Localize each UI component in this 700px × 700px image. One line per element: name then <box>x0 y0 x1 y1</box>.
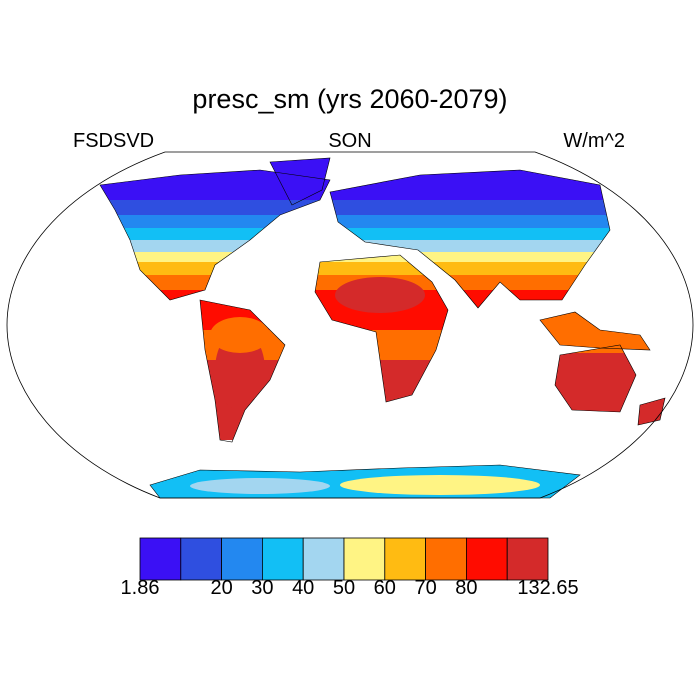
climate-band <box>100 200 665 215</box>
coastline <box>329 169 611 309</box>
warm-region <box>210 317 270 353</box>
climate-band <box>100 252 665 262</box>
colorbar-box <box>465 537 508 581</box>
colorbar-label: 70 <box>414 577 436 599</box>
colorbar-label: 80 <box>455 577 477 599</box>
colorbar-box <box>221 537 263 581</box>
colorbar-box <box>506 537 549 581</box>
title: presc_sm (yrs 2060-2079) <box>192 84 507 114</box>
hot-region <box>335 277 425 313</box>
australia-fill <box>550 340 650 430</box>
colorbar-box <box>302 537 345 581</box>
antarctica-ice <box>190 478 330 494</box>
coastline <box>554 344 637 413</box>
colorbar-box <box>343 537 386 581</box>
climate-band <box>100 215 665 228</box>
center-string: SON <box>328 130 371 152</box>
coastline <box>269 157 331 206</box>
climate-band <box>100 228 665 240</box>
coastline <box>539 311 651 351</box>
map-outline <box>6 151 694 499</box>
climate-band <box>100 158 665 200</box>
coastline <box>637 397 666 426</box>
climate-band <box>100 262 665 275</box>
antarctica-interior <box>340 475 540 495</box>
colorbar-box <box>180 537 223 581</box>
colorbar-label: 40 <box>292 577 314 599</box>
colorbar-label: 132.65 <box>517 577 578 599</box>
colorbar-label: 1.86 <box>121 577 160 599</box>
colorbar-label: 30 <box>251 577 273 599</box>
colorbar-label: 60 <box>374 577 396 599</box>
colorbar-box <box>261 537 304 581</box>
left-string: FSDSVD <box>73 130 154 152</box>
right-string: W/m^2 <box>563 130 625 152</box>
colorbar-box <box>425 537 467 581</box>
colorbar-label: 20 <box>210 577 232 599</box>
coastline <box>99 169 331 301</box>
colorbar-box <box>384 537 426 581</box>
colorbar-box <box>139 537 182 581</box>
coastline <box>314 254 449 403</box>
coastline <box>199 299 286 443</box>
climate-band <box>100 240 665 252</box>
indonesia-fill <box>535 308 655 353</box>
colorbar-label: 50 <box>333 577 355 599</box>
map <box>99 157 666 499</box>
colorbar: 1.86 20 30 40 50 60 70 80 132.65 <box>121 537 579 599</box>
